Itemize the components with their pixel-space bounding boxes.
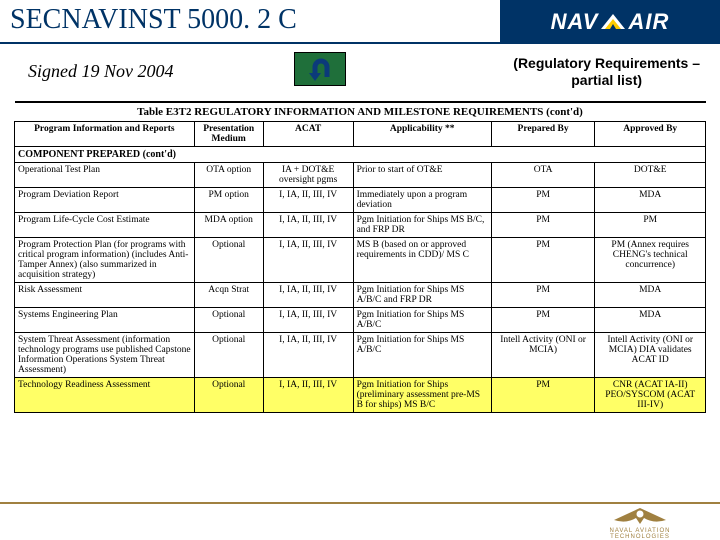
table-cell: OTA	[491, 163, 595, 188]
table-cell: Prior to start of OT&E	[353, 163, 491, 188]
table-cell: I, IA, II, III, IV	[263, 238, 353, 283]
table-cell: DOT&E	[595, 163, 706, 188]
table-cell: Pgm Initiation for Ships (preliminary as…	[353, 378, 491, 413]
table-cell: MDA	[595, 308, 706, 333]
table-row: System Threat Assessment (information te…	[15, 333, 706, 378]
table-cell: Pgm Initiation for Ships MS A/B/C and FR…	[353, 283, 491, 308]
table-cell: I, IA, II, III, IV	[263, 308, 353, 333]
table-cell: Immediately upon a program deviation	[353, 188, 491, 213]
table-header-row: Program Information and ReportsPresentat…	[15, 122, 706, 147]
note-line-1: (Regulatory Requirements –	[513, 55, 700, 71]
table-cell: Program Protection Plan (for programs wi…	[15, 238, 195, 283]
table-cell: I, IA, II, III, IV	[263, 213, 353, 238]
table-cell: PM	[491, 283, 595, 308]
column-header: Prepared By	[491, 122, 595, 147]
table-cell: PM	[491, 188, 595, 213]
logo-wing-icon	[599, 15, 627, 29]
table-cell: PM	[491, 213, 595, 238]
table-cell: Pgm Initiation for Ships MS A/B/C	[353, 333, 491, 378]
table-cell: OTA option	[194, 163, 263, 188]
signed-date: Signed 19 Nov 2004	[28, 61, 174, 82]
table-container: Table E3T2 REGULATORY INFORMATION AND MI…	[0, 97, 720, 413]
table-cell: Intell Activity (ONI or MCIA) DIA valida…	[595, 333, 706, 378]
u-turn-icon	[305, 57, 337, 83]
table-cell: Optional	[194, 238, 263, 283]
table-cell: MDA	[595, 188, 706, 213]
table-row: Program Deviation ReportPM optionI, IA, …	[15, 188, 706, 213]
table-row: Program Life-Cycle Cost EstimateMDA opti…	[15, 213, 706, 238]
table-cell: I, IA, II, III, IV	[263, 333, 353, 378]
footer: NAVAL AVIATION TECHNOLOGIES	[0, 502, 720, 540]
table-cell: I, IA, II, III, IV	[263, 188, 353, 213]
table-cell: Optional	[194, 333, 263, 378]
logo-text-left: NAV	[551, 9, 599, 35]
table-row: Operational Test PlanOTA optionIA + DOT&…	[15, 163, 706, 188]
table-cell: Technology Readiness Assessment	[15, 378, 195, 413]
logo-text-right: AIR	[628, 9, 669, 35]
table-cell: Systems Engineering Plan	[15, 308, 195, 333]
table-cell: Operational Test Plan	[15, 163, 195, 188]
table-cell: CNR (ACAT IA-II) PEO/SYSCOM (ACAT III-IV…	[595, 378, 706, 413]
section-label: COMPONENT PREPARED (cont'd)	[15, 147, 706, 163]
table-cell: Pgm Initiation for Ships MS A/B/C	[353, 308, 491, 333]
sub-header-row: Signed 19 Nov 2004 (Regulatory Requireme…	[0, 44, 720, 97]
table-cell: IA + DOT&E oversight pgms	[263, 163, 353, 188]
table-title: Table E3T2 REGULATORY INFORMATION AND MI…	[15, 102, 706, 122]
column-header: Applicability **	[353, 122, 491, 147]
table-row: Program Protection Plan (for programs wi…	[15, 238, 706, 283]
table-cell: System Threat Assessment (information te…	[15, 333, 195, 378]
column-header: ACAT	[263, 122, 353, 147]
wings-emblem-icon	[610, 504, 670, 528]
table-cell: PM	[595, 213, 706, 238]
navair-logo: NAV AIR	[500, 0, 720, 44]
table-cell: PM (Annex requires CHENG's technical con…	[595, 238, 706, 283]
page-title: SECNAVINST 5000. 2 C	[0, 0, 500, 44]
table-cell: MDA	[595, 283, 706, 308]
table-cell: PM	[491, 378, 595, 413]
table-cell: Optional	[194, 308, 263, 333]
footer-tagline: NAVAL AVIATION TECHNOLOGIES	[580, 528, 700, 540]
header-bar: SECNAVINST 5000. 2 C NAV AIR	[0, 0, 720, 44]
table-cell: Pgm Initiation for Ships MS B/C, and FRP…	[353, 213, 491, 238]
regulatory-table: Table E3T2 REGULATORY INFORMATION AND MI…	[14, 101, 706, 413]
table-cell: Acqn Strat	[194, 283, 263, 308]
note-line-2: partial list)	[571, 72, 642, 88]
table-row: Risk AssessmentAcqn StratI, IA, II, III,…	[15, 283, 706, 308]
table-cell: PM option	[194, 188, 263, 213]
table-cell: Optional	[194, 378, 263, 413]
footer-emblem: NAVAL AVIATION TECHNOLOGIES	[580, 504, 700, 538]
column-header: Approved By	[595, 122, 706, 147]
table-cell: PM	[491, 308, 595, 333]
table-cell: I, IA, II, III, IV	[263, 378, 353, 413]
table-cell: MS B (based on or approved requirements …	[353, 238, 491, 283]
regulatory-note: (Regulatory Requirements – partial list)	[513, 55, 708, 89]
table-cell: I, IA, II, III, IV	[263, 283, 353, 308]
table-section-row: COMPONENT PREPARED (cont'd)	[15, 147, 706, 163]
table-row: Systems Engineering PlanOptionalI, IA, I…	[15, 308, 706, 333]
table-cell: Program Life-Cycle Cost Estimate	[15, 213, 195, 238]
column-header: Program Information and Reports	[15, 122, 195, 147]
table-cell: Risk Assessment	[15, 283, 195, 308]
table-title-row: Table E3T2 REGULATORY INFORMATION AND MI…	[15, 102, 706, 122]
table-cell: PM	[491, 238, 595, 283]
table-cell: Program Deviation Report	[15, 188, 195, 213]
table-cell: Intell Activity (ONI or MCIA)	[491, 333, 595, 378]
back-button[interactable]	[294, 52, 346, 86]
table-row: Technology Readiness AssessmentOptionalI…	[15, 378, 706, 413]
column-header: Presentation Medium	[194, 122, 263, 147]
table-cell: MDA option	[194, 213, 263, 238]
